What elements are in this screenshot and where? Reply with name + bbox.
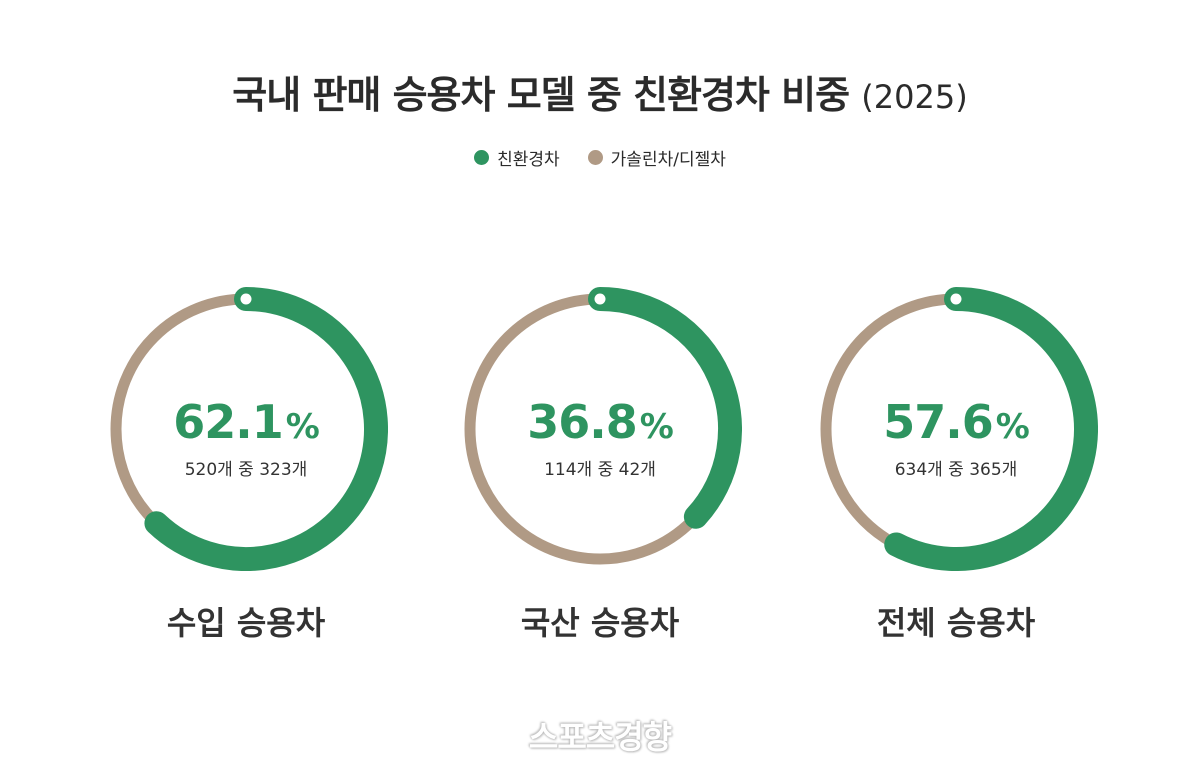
count-label-domestic: 114개 중 42개 — [544, 460, 656, 480]
chart-title-main: 국내 판매 승용차 모델 중 친환경차 비중 — [232, 73, 850, 117]
percent-number-total: 57.6 — [883, 395, 993, 449]
donut-arc-import — [144, 287, 388, 571]
donut-center-total: 57.6% 634개 중 365개 — [814, 399, 1098, 480]
donut-svg-total — [820, 287, 1098, 571]
donut-start-marker-domestic — [594, 293, 606, 305]
category-label-domestic: 국산 승용차 — [520, 604, 680, 642]
chart-title-year: (2025) — [861, 78, 968, 116]
chart-title: 국내 판매 승용차 모델 중 친환경차 비중 (2025) — [0, 64, 1200, 119]
legend-item-other: 가솔린차/디젤차 — [587, 145, 726, 170]
donut-start-marker-import — [240, 293, 252, 305]
percent-unit-total: % — [995, 407, 1030, 447]
legend-label-other: 가솔린차/디젤차 — [610, 150, 726, 170]
donut-svg-domestic — [464, 287, 742, 565]
percent-unit-domestic: % — [639, 407, 674, 447]
percent-value-total: 57.6% — [814, 399, 1098, 445]
count-label-import: 520개 중 323개 — [184, 460, 308, 480]
legend: 친환경차 가솔린차/디젤차 — [0, 145, 1200, 170]
category-label-total: 전체 승용차 — [876, 604, 1036, 642]
donut-svg-import — [110, 287, 388, 571]
watermark-logo: 스포츠경향 — [528, 718, 672, 756]
donut-start-marker-total — [950, 293, 962, 305]
legend-item-eco: 친환경차 — [474, 145, 560, 170]
percent-number-domestic: 36.8 — [527, 395, 637, 449]
category-label-import: 수입 승용차 — [166, 604, 326, 642]
donut-chart-total: 57.6% 634개 중 365개 — [814, 287, 1098, 571]
donut-center-domestic: 36.8% 114개 중 42개 — [458, 399, 742, 480]
percent-unit-import: % — [285, 407, 320, 447]
percent-value-domestic: 36.8% — [458, 399, 742, 445]
donut-chart-domestic: 36.8% 114개 중 42개 — [458, 287, 742, 571]
legend-label-eco: 친환경차 — [497, 150, 560, 170]
count-label-total: 634개 중 365개 — [894, 460, 1018, 480]
percent-number-import: 62.1 — [173, 395, 283, 449]
percent-value-import: 62.1% — [104, 399, 388, 445]
donut-arc-total — [884, 287, 1098, 571]
legend-dot-other — [587, 150, 603, 165]
donut-arc-domestic — [588, 287, 742, 529]
legend-dot-eco — [474, 150, 490, 165]
donut-center-import: 62.1% 520개 중 323개 — [104, 399, 388, 480]
donut-chart-import: 62.1% 520개 중 323개 — [104, 287, 388, 571]
